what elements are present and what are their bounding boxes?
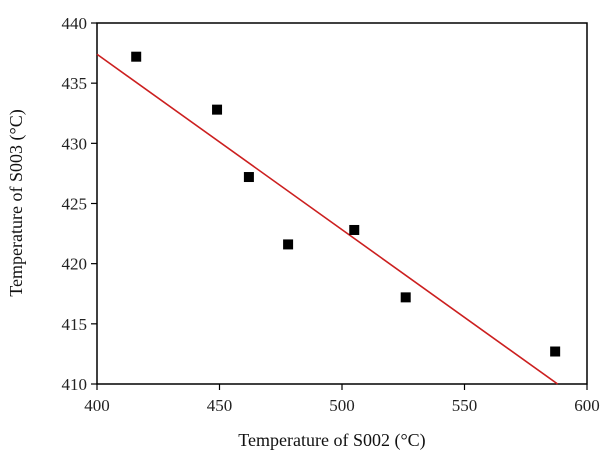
data-point	[131, 51, 142, 62]
data-point	[550, 346, 561, 357]
x-tick-label: 550	[452, 396, 478, 415]
y-tick-label: 410	[62, 375, 88, 394]
y-tick-label: 420	[62, 255, 88, 274]
x-tick-label: 500	[329, 396, 355, 415]
plot-frame	[96, 22, 588, 385]
data-point	[400, 292, 411, 303]
y-tick-label: 415	[62, 315, 88, 334]
x-tick-label: 600	[574, 396, 600, 415]
data-point	[212, 104, 223, 115]
data-point	[349, 224, 360, 235]
x-axis-ticks: 400 450 500 550 600	[84, 384, 600, 415]
regression-line	[96, 53, 559, 385]
x-tick-label: 450	[207, 396, 233, 415]
data-point	[243, 172, 254, 183]
x-tick-label: 400	[84, 396, 110, 415]
data-points	[131, 51, 561, 357]
y-axis-ticks: 410 415 420 425 430 435 440	[62, 14, 97, 394]
fit-line-group	[96, 53, 559, 385]
y-tick-label: 435	[62, 74, 88, 93]
y-tick-label: 425	[62, 195, 88, 214]
y-tick-label: 440	[62, 14, 88, 33]
y-tick-label: 430	[62, 134, 88, 153]
data-point	[283, 239, 294, 250]
x-axis-label: Temperature of S002 (°C)	[238, 430, 425, 451]
y-axis-label: Temperature of S003 (°C)	[6, 109, 27, 296]
